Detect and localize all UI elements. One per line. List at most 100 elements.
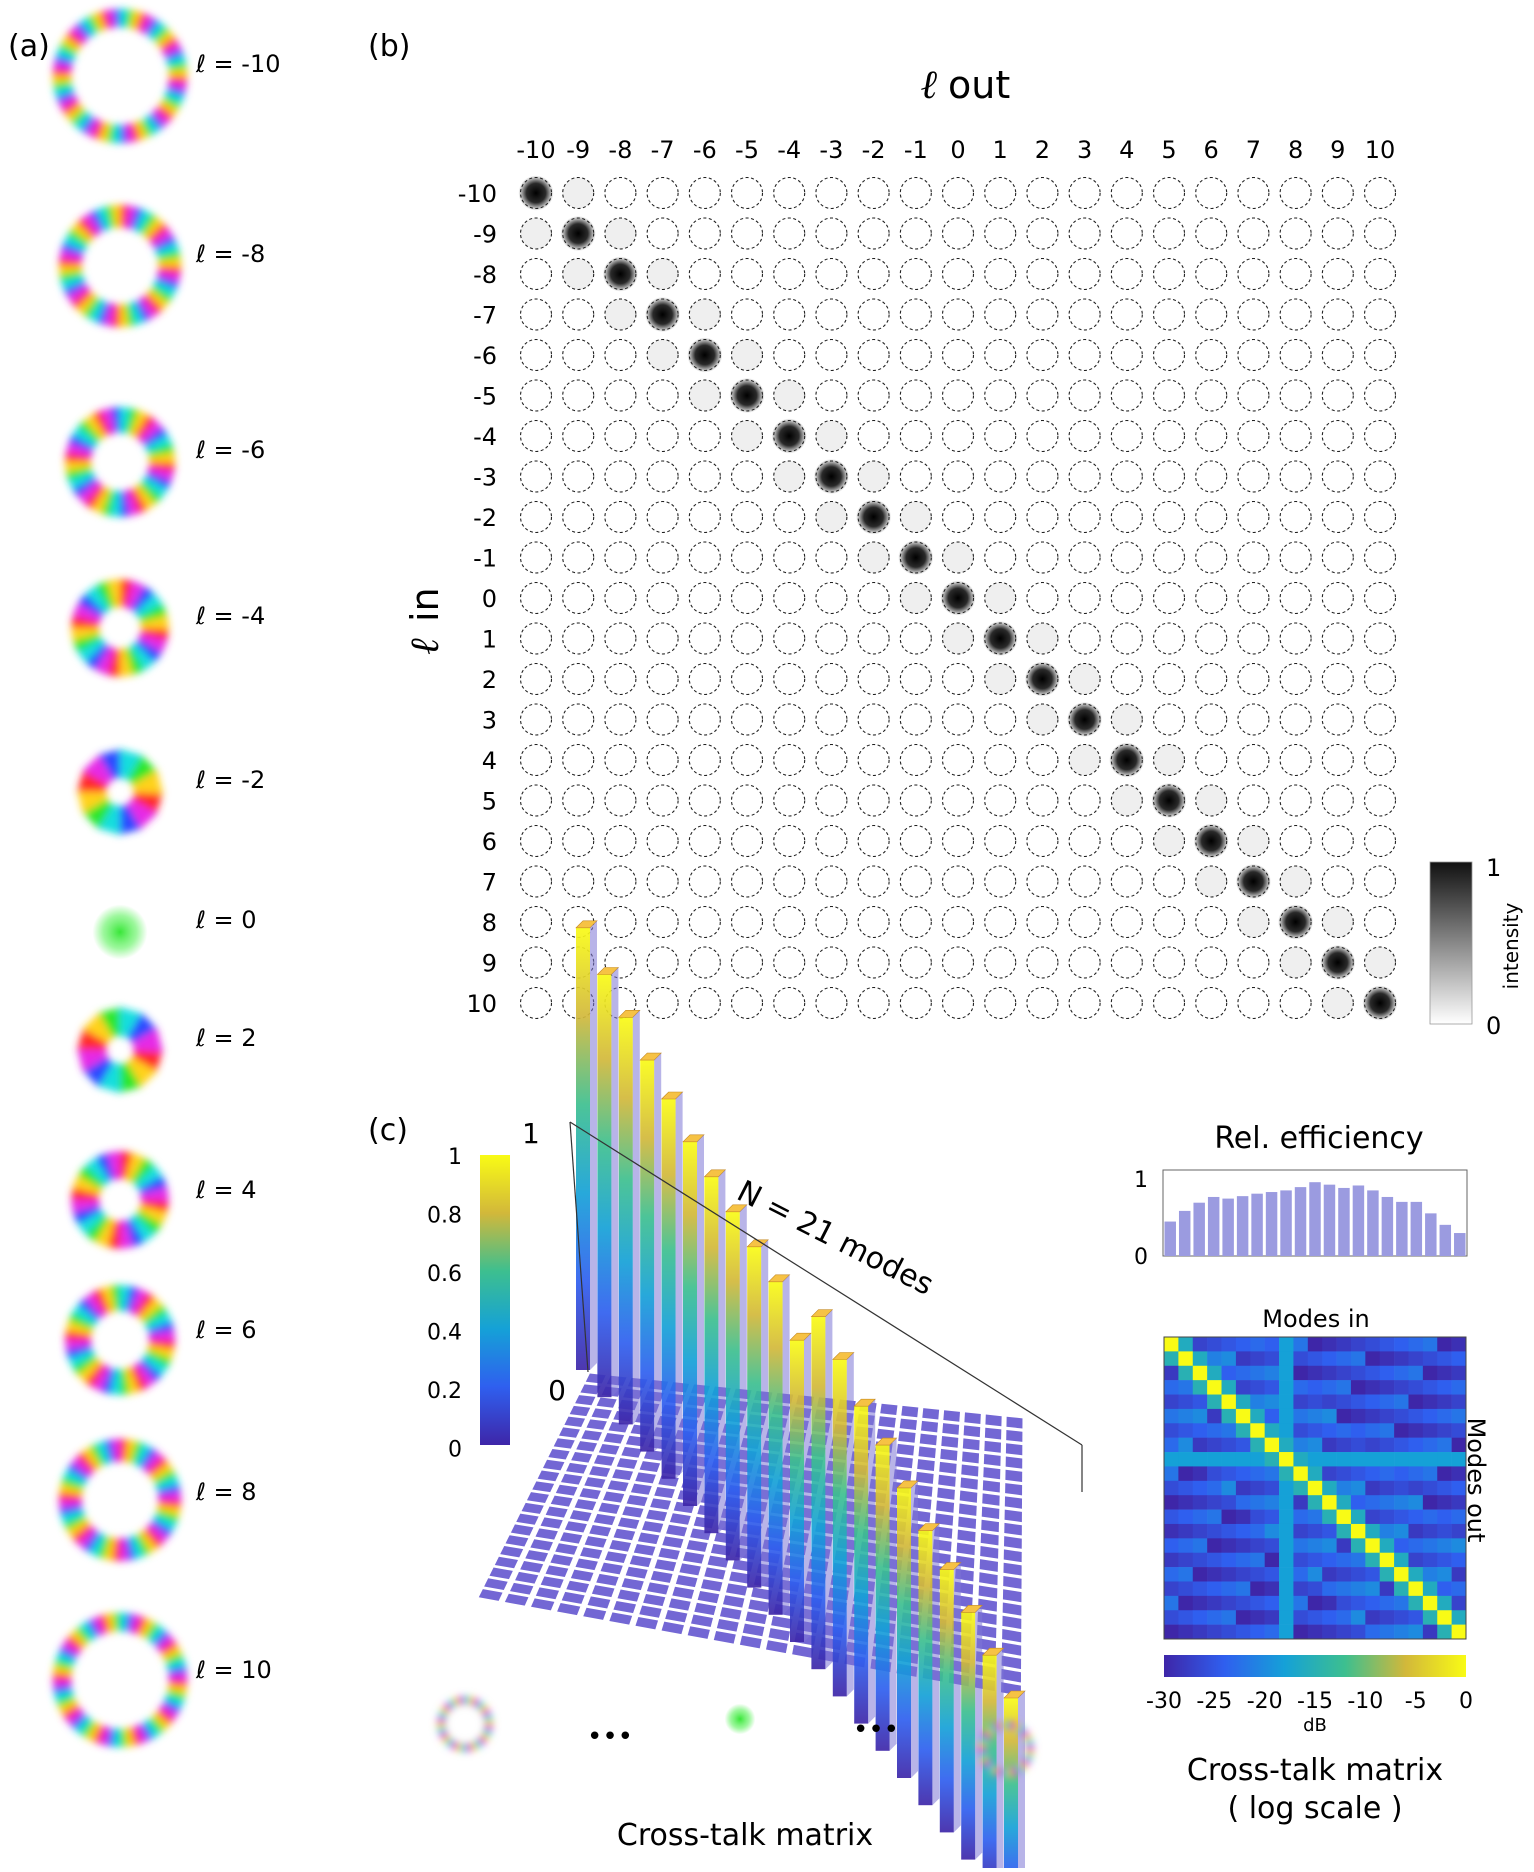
- diagonal-spot: [771, 418, 807, 454]
- heatmap-cell: [1365, 1567, 1381, 1582]
- mode-circle: [1237, 865, 1270, 898]
- mode-segment: [63, 1468, 87, 1486]
- mode-circle: [773, 379, 806, 412]
- floor-tile: [561, 1591, 585, 1604]
- mode-segment: [985, 1762, 993, 1770]
- mode-segment: [134, 414, 156, 440]
- floor-tile: [598, 1502, 620, 1514]
- heatmap-cell: [1178, 1523, 1194, 1539]
- heatmap-cell: [1235, 1552, 1251, 1568]
- mode-circle: [519, 986, 553, 1020]
- mode-segment: [80, 1621, 96, 1641]
- heatmap-cell: [1279, 1351, 1294, 1367]
- mode-segment: [979, 1755, 988, 1761]
- bar-side: [804, 1333, 811, 1642]
- mode-segment: [69, 108, 88, 126]
- floor-tile: [978, 1585, 998, 1599]
- floor-tile: [566, 1462, 588, 1474]
- heatmap-cbar-tick: -10: [1347, 1689, 1383, 1714]
- crosstalk-spot: [900, 582, 932, 614]
- heatmap-cell: [1379, 1394, 1395, 1410]
- heatmap-cell: [1379, 1495, 1395, 1510]
- mode-segment: [451, 1698, 457, 1707]
- mode-segment: [469, 1697, 474, 1705]
- heatmap-cell: [1207, 1495, 1222, 1510]
- heatmap-cell: [1365, 1538, 1381, 1554]
- heatmap-cell: [1437, 1595, 1452, 1611]
- heatmap-cell: [1164, 1351, 1179, 1367]
- efficiency-bar: [1367, 1190, 1379, 1256]
- floor-tile: [553, 1438, 575, 1449]
- heatmap-cell: [1422, 1466, 1438, 1482]
- oam-mode-icon: [71, 1151, 169, 1249]
- heatmap-cell: [1221, 1552, 1237, 1568]
- intensity-colorbar: [1429, 861, 1473, 1025]
- mode-circle: [899, 257, 932, 291]
- floor-tile: [768, 1628, 791, 1641]
- heatmap-cell: [1322, 1437, 1337, 1453]
- mode-segment: [82, 1056, 113, 1088]
- mode-segment: [156, 31, 175, 48]
- mode-segment: [106, 1613, 116, 1633]
- heatmap-cell: [1235, 1495, 1251, 1510]
- mode-segment: [125, 1613, 135, 1633]
- mode-circle: [1026, 338, 1059, 372]
- mode-circle: [604, 460, 637, 493]
- heatmap-cell: [1408, 1466, 1424, 1482]
- mode-segment: [125, 407, 140, 435]
- heatmap-cell: [1293, 1509, 1309, 1525]
- mode-segment: [148, 112, 165, 131]
- mode-segment: [132, 792, 163, 815]
- heatmap-cell: [1394, 1523, 1409, 1539]
- heatmap-cell: [1307, 1595, 1323, 1611]
- mode-circle: [984, 662, 1017, 696]
- mode-segment: [94, 646, 115, 676]
- heatmap-cell: [1394, 1581, 1409, 1597]
- heatmap-cell: [1451, 1394, 1467, 1410]
- mode-ring: [58, 1438, 182, 1562]
- mode-circle: [773, 217, 806, 250]
- heatmap-cell: [1207, 1552, 1222, 1568]
- crosstalk-spot: [1111, 785, 1143, 816]
- mode-segment: [104, 205, 116, 229]
- mode-segment: [77, 1164, 106, 1190]
- mode-ring: [77, 1007, 163, 1093]
- mode-segment: [65, 1634, 84, 1652]
- heatmap-cell: [1178, 1408, 1194, 1424]
- mode-circle: [941, 500, 975, 534]
- mode-segment: [71, 1354, 98, 1376]
- mode-circle: [646, 743, 679, 777]
- heatmap-cell: [1394, 1552, 1409, 1568]
- mode-segment: [65, 442, 93, 457]
- mode-circle: [1195, 622, 1228, 655]
- floor-tile: [957, 1529, 976, 1543]
- heatmap-cell: [1293, 1480, 1309, 1496]
- mode-segment: [77, 592, 106, 618]
- heatmap-cell: [1307, 1394, 1323, 1410]
- heatmap-cell: [1350, 1610, 1366, 1625]
- mode-circle: [1026, 500, 1059, 534]
- heatmap-cell: [1192, 1337, 1208, 1352]
- diagonal-spot: [1067, 702, 1103, 737]
- heatmap-cell: [1293, 1466, 1309, 1482]
- heatmap-cell: [1422, 1337, 1438, 1352]
- floor-tile: [675, 1575, 698, 1588]
- efficiency-bar: [1207, 1196, 1220, 1256]
- heatmap-cell: [1207, 1538, 1222, 1554]
- heatmap-cell: [1451, 1452, 1467, 1467]
- mode-segment: [439, 1732, 448, 1738]
- diagonal-spot: [1109, 742, 1145, 778]
- heatmap-cell: [1451, 1509, 1467, 1525]
- mode-circle: [730, 946, 764, 979]
- mode-segment: [120, 1151, 134, 1180]
- mode-segment: [107, 1151, 122, 1180]
- heatmap-cell: [1178, 1495, 1194, 1510]
- heatmap-cell: [1365, 1624, 1381, 1640]
- heatmap-cell: [1437, 1423, 1452, 1438]
- bar-side: [611, 967, 619, 1398]
- floor-tile: [509, 1582, 534, 1595]
- mode-segment: [85, 1157, 110, 1185]
- mode-segment: [77, 1027, 108, 1050]
- floor-tile: [690, 1614, 714, 1627]
- mode-circle: [773, 338, 806, 372]
